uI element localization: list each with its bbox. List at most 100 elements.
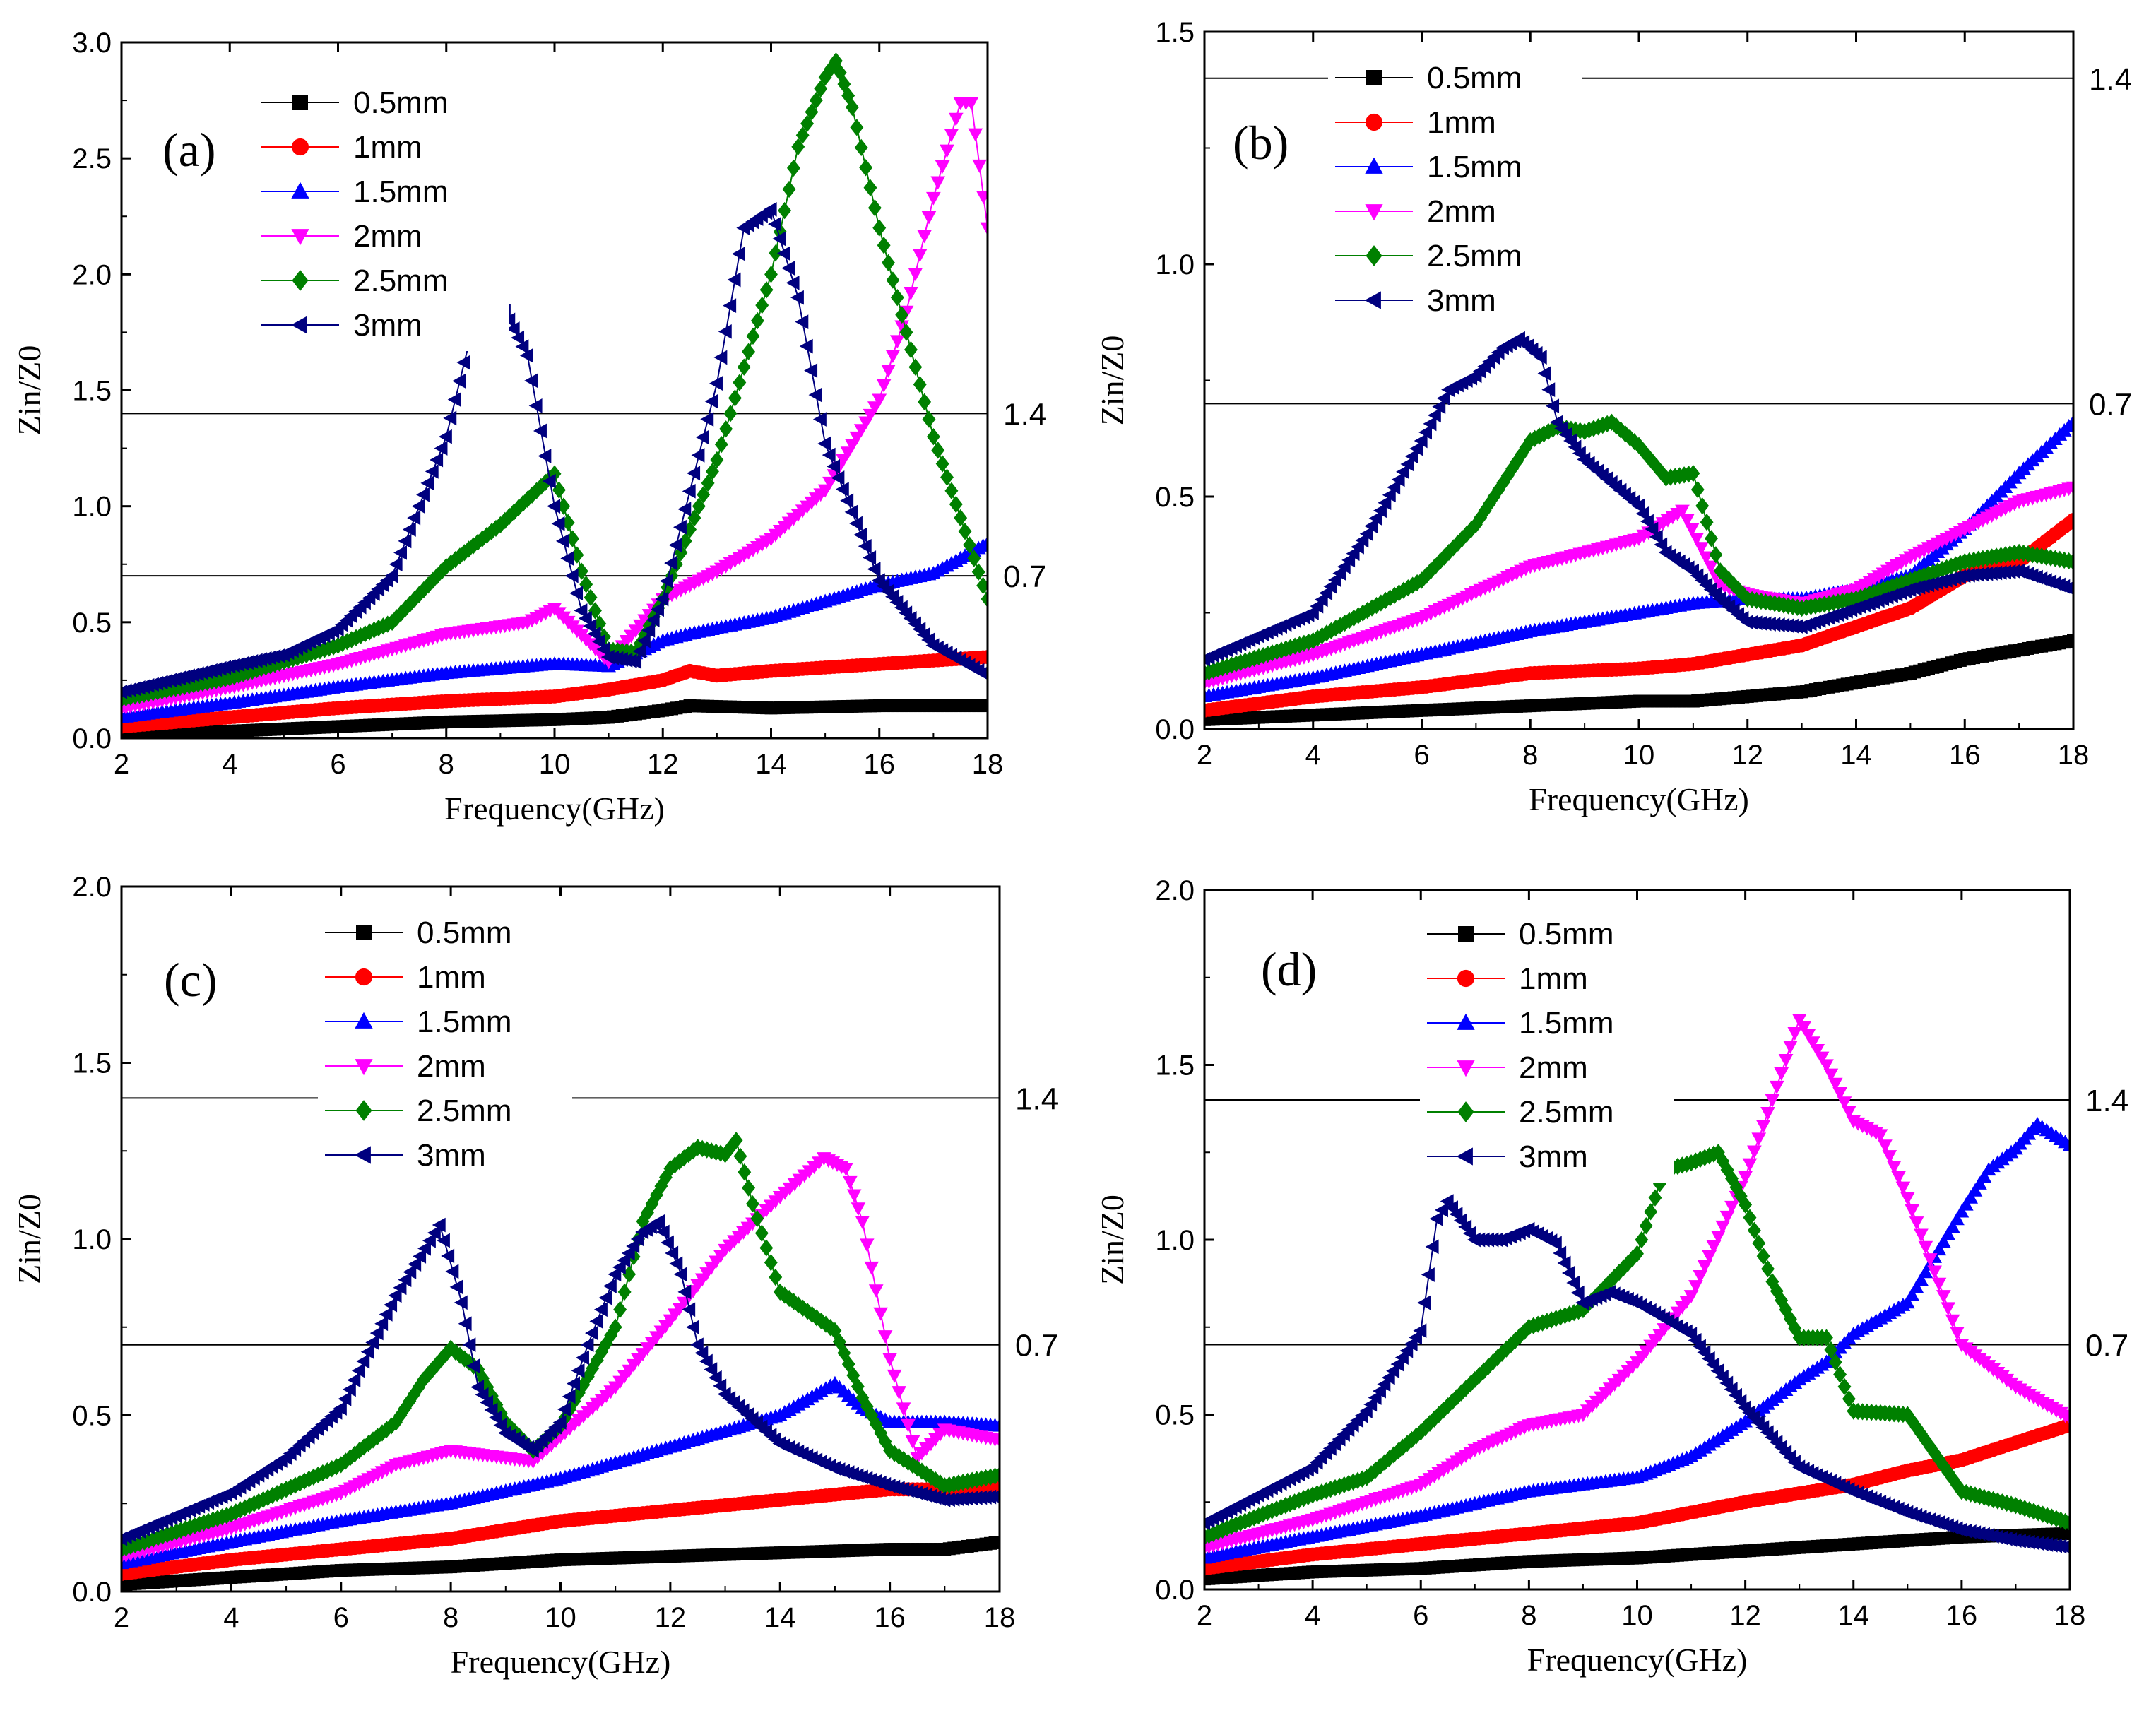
data-point — [462, 1337, 476, 1353]
data-point — [589, 1314, 603, 1329]
data-point — [1684, 523, 1700, 537]
data-point — [1882, 1150, 1897, 1163]
data-point — [1873, 1129, 1888, 1143]
y-tick-label: 1.5 — [72, 376, 112, 407]
data-point — [1546, 398, 1560, 414]
data-point — [584, 588, 598, 606]
data-point — [669, 1256, 683, 1272]
data-point — [452, 374, 466, 389]
data-point — [869, 1415, 883, 1433]
data-point — [778, 1286, 792, 1304]
data-point — [393, 1280, 407, 1296]
data-point — [908, 268, 923, 282]
legend-item-3mm: 3mm — [1335, 283, 1496, 318]
data-point — [682, 483, 696, 499]
data-point — [809, 91, 823, 109]
data-point — [673, 519, 687, 535]
data-point — [1950, 1327, 1965, 1340]
x-tick-label: 12 — [655, 1602, 687, 1633]
data-point — [1363, 1397, 1378, 1412]
reference-line-label: 1.4 — [1003, 397, 1046, 432]
data-point — [1455, 530, 1469, 547]
data-point — [1500, 467, 1515, 485]
data-point — [1769, 1080, 1784, 1094]
data-point — [1765, 1273, 1779, 1291]
data-point — [598, 1290, 612, 1305]
data-point — [1382, 487, 1396, 503]
x-tick-label: 16 — [874, 1602, 906, 1633]
x-tick-label: 16 — [1946, 1600, 1978, 1631]
data-point — [425, 464, 439, 479]
legend-item-2mm: 2mm — [1335, 194, 1496, 229]
legend-marker — [354, 1146, 371, 1164]
data-point — [636, 633, 651, 648]
series-2mm — [1204, 1014, 2070, 1556]
data-point — [366, 1431, 380, 1449]
data-point — [645, 1195, 659, 1213]
data-point — [617, 1283, 632, 1301]
data-point — [1770, 1282, 1784, 1300]
data-point — [935, 160, 950, 174]
data-point — [805, 103, 819, 121]
data-point — [2063, 1527, 2070, 1540]
data-point — [1905, 1412, 1919, 1430]
data-point — [1725, 1170, 1739, 1187]
data-point — [824, 1319, 837, 1337]
data-point — [1905, 1204, 1920, 1218]
data-point — [1805, 1036, 1820, 1050]
data-point — [723, 298, 737, 314]
data-point — [877, 237, 891, 254]
series-1.5mm — [122, 535, 988, 723]
data-point — [1368, 511, 1382, 526]
data-point — [795, 126, 810, 144]
legend-item-2mm: 2mm — [261, 219, 422, 254]
legend-item-0.5mm: 0.5mm — [1335, 61, 1522, 95]
data-point — [1438, 548, 1451, 566]
data-point — [772, 231, 786, 247]
legend-item-1.5mm: 1.5mm — [1335, 150, 1522, 184]
data-point — [434, 562, 449, 580]
x-tick-label: 16 — [1949, 740, 1981, 771]
data-point — [913, 376, 927, 393]
data-point — [574, 603, 588, 618]
data-point — [773, 1283, 787, 1301]
legend-marker — [292, 270, 309, 291]
data-point — [940, 468, 954, 486]
data-point — [1396, 464, 1409, 480]
data-point — [922, 410, 936, 428]
data-point — [1645, 453, 1659, 470]
data-point — [560, 551, 574, 566]
data-point — [786, 159, 800, 177]
data-point — [596, 641, 610, 657]
data-point — [659, 574, 673, 588]
data-point — [764, 266, 778, 283]
x-tick-label: 18 — [972, 749, 1004, 780]
data-point — [1941, 1226, 1956, 1240]
series-2mm — [122, 97, 988, 716]
x-tick-label: 6 — [333, 1602, 349, 1633]
data-point — [872, 219, 887, 237]
data-point — [1761, 1260, 1775, 1278]
data-point — [904, 340, 918, 359]
data-point — [444, 1339, 458, 1357]
data-point — [1635, 1231, 1649, 1249]
data-point — [1533, 350, 1547, 365]
data-point — [921, 211, 937, 225]
data-point — [1927, 1265, 1942, 1279]
data-point — [873, 1307, 889, 1321]
data-point — [812, 412, 827, 427]
data-point — [1483, 494, 1497, 513]
data-point — [441, 1248, 455, 1264]
data-point — [1640, 514, 1654, 529]
panel-label: (d) — [1261, 942, 1317, 996]
data-point — [905, 1435, 920, 1449]
data-point — [466, 1358, 480, 1373]
legend-marker — [355, 1100, 372, 1121]
data-point — [855, 1215, 870, 1229]
data-point — [901, 1418, 916, 1433]
data-point — [1359, 526, 1373, 541]
data-point — [641, 1204, 654, 1221]
y-tick-label: 1.5 — [1155, 17, 1195, 48]
x-tick-label: 14 — [764, 1602, 796, 1633]
